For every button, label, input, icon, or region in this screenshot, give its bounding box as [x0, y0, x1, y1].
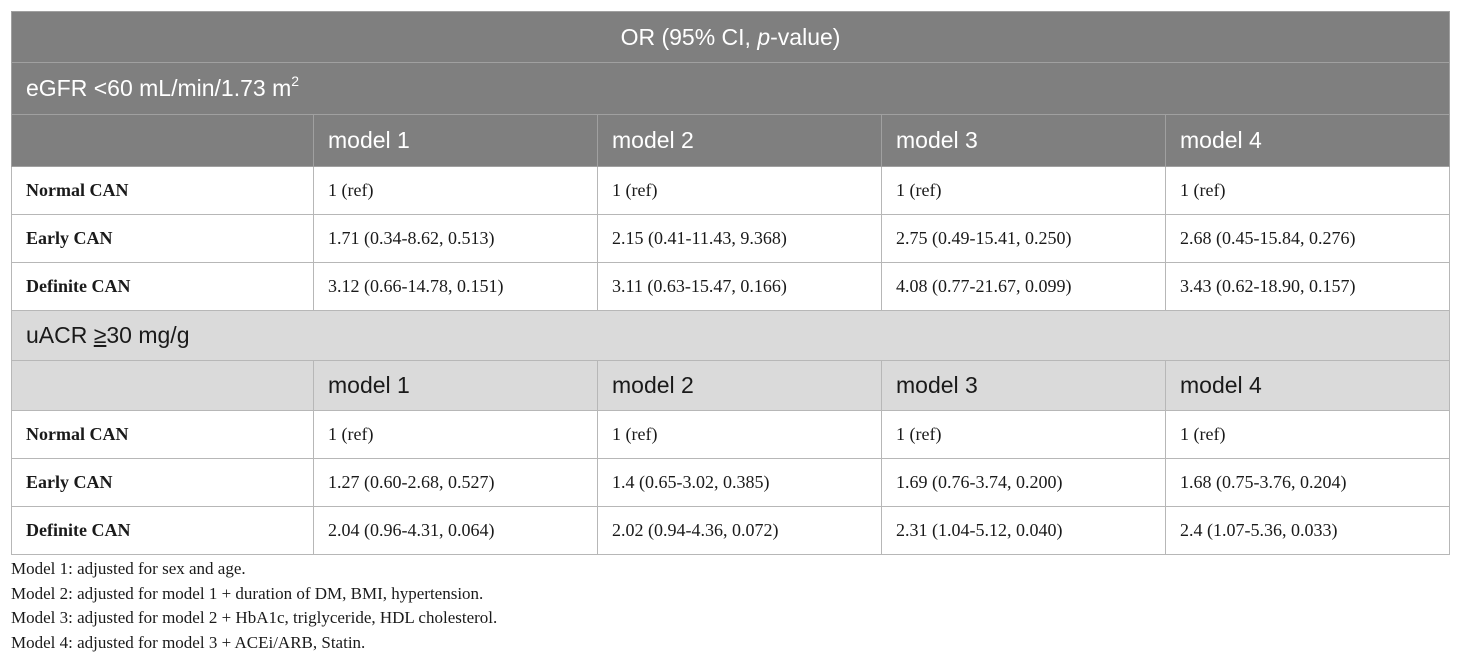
- table-cell: 1 (ref): [597, 410, 882, 459]
- model-header-cell: model 2: [597, 360, 882, 411]
- table-cell: 2.68 (0.45-15.84, 0.276): [1164, 214, 1451, 263]
- table-cell: 1.69 (0.76-3.74, 0.200): [881, 458, 1166, 507]
- empty-header-cell: [11, 114, 314, 167]
- table-row: Normal CAN 1 (ref) 1 (ref) 1 (ref) 1 (re…: [11, 410, 1451, 459]
- table-cell: 2.15 (0.41-11.43, 9.368): [597, 214, 882, 263]
- table-cell: 1 (ref): [881, 410, 1166, 459]
- table-footnotes: Model 1: adjusted for sex and age. Model…: [11, 557, 497, 655]
- row-label: Definite CAN: [11, 262, 314, 311]
- footnote: Model 1: adjusted for sex and age.: [11, 559, 246, 578]
- row-label: Normal CAN: [11, 166, 314, 215]
- table-cell: 4.08 (0.77-21.67, 0.099): [881, 262, 1166, 311]
- table-cell: 1.27 (0.60-2.68, 0.527): [313, 458, 598, 507]
- footnote: Model 2: adjusted for model 1 + duration…: [11, 583, 484, 603]
- footnote: Model 3: adjusted for model 2 + HbA1c, t…: [11, 608, 498, 628]
- table-header-row: OR (95% CI, p-value): [10, 11, 1451, 63]
- table-cell: 2.4 (1.07-5.36, 0.033): [1164, 506, 1451, 555]
- model-header-row: model 1 model 2 model 3 model 4: [11, 360, 1451, 411]
- model-header-cell: model 2: [597, 114, 882, 167]
- table-row: Early CAN 1.27 (0.60-2.68, 0.527) 1.4 (0…: [11, 458, 1451, 507]
- table-cell: 3.43 (0.62-18.90, 0.157): [1164, 262, 1451, 311]
- table-cell: 2.75 (0.49-15.41, 0.250): [881, 214, 1166, 263]
- table-row: Definite CAN 3.12 (0.66-14.78, 0.151) 3.…: [11, 262, 1451, 311]
- model-header-cell: model 3: [881, 360, 1166, 411]
- table-cell: 3.12 (0.66-14.78, 0.151): [313, 262, 598, 311]
- table-cell: 2.31 (1.04-5.12, 0.040): [881, 506, 1166, 555]
- section-title-egfr: eGFR <60 mL/min/1.73 m2: [10, 62, 1451, 115]
- table-cell: 1 (ref): [313, 410, 598, 459]
- empty-header-cell: [11, 360, 314, 411]
- row-label: Early CAN: [11, 214, 314, 263]
- model-header-cell: model 1: [313, 360, 598, 411]
- table-cell: 1.4 (0.65-3.02, 0.385): [597, 458, 882, 507]
- row-label: Normal CAN: [11, 410, 314, 459]
- table-row: Normal CAN 1 (ref) 1 (ref) 1 (ref) 1 (re…: [11, 166, 1451, 215]
- model-header-cell: model 4: [1164, 360, 1451, 411]
- table-cell: 1 (ref): [1164, 410, 1451, 459]
- section-title-text: eGFR <60 mL/min/1.73 m: [26, 75, 292, 101]
- table-row: Early CAN 1.71 (0.34-8.62, 0.513) 2.15 (…: [11, 214, 1451, 263]
- odds-ratio-table: OR (95% CI, p-value) eGFR <60 mL/min/1.7…: [10, 11, 1451, 555]
- table-row: Definite CAN 2.04 (0.96-4.31, 0.064) 2.0…: [11, 506, 1451, 555]
- table-cell: 1.71 (0.34-8.62, 0.513): [313, 214, 598, 263]
- section-header-uacr: uACR ≥30 mg/g: [10, 310, 1451, 361]
- table-cell: 2.04 (0.96-4.31, 0.064): [313, 506, 598, 555]
- model-header-cell: model 1: [313, 114, 598, 167]
- section-title-uacr: uACR ≥30 mg/g: [10, 310, 1451, 361]
- table-cell: 1 (ref): [313, 166, 598, 215]
- table-cell: 1 (ref): [1164, 166, 1451, 215]
- row-label: Definite CAN: [11, 506, 314, 555]
- table-header-title: OR (95% CI, p-value): [10, 11, 1451, 63]
- or-table-container: OR (95% CI, p-value) eGFR <60 mL/min/1.7…: [10, 11, 1451, 555]
- footnote: Model 4: adjusted for model 3 + ACEi/ARB…: [11, 632, 366, 652]
- table-cell: 1.68 (0.75-3.76, 0.204): [1164, 458, 1451, 507]
- model-header-row: model 1 model 2 model 3 model 4: [11, 114, 1451, 167]
- header-text-suffix: -value): [770, 23, 841, 50]
- header-p-italic: p: [757, 23, 771, 50]
- section-title-text-post: 30 mg/g: [106, 322, 190, 348]
- table-cell: 3.11 (0.63-15.47, 0.166): [597, 262, 882, 311]
- section-title-text: uACR: [26, 322, 94, 348]
- section-header-egfr: eGFR <60 mL/min/1.73 m2: [10, 62, 1451, 115]
- header-text: OR (95% CI,: [620, 23, 758, 50]
- table-cell: 1 (ref): [597, 166, 882, 215]
- table-cell: 1 (ref): [881, 166, 1166, 215]
- section-title-geq-symbol: ≥: [93, 322, 107, 348]
- model-header-cell: model 3: [881, 114, 1166, 167]
- section-title-superscript: 2: [291, 73, 300, 89]
- row-label: Early CAN: [11, 458, 314, 507]
- model-header-cell: model 4: [1164, 114, 1451, 167]
- table-cell: 2.02 (0.94-4.36, 0.072): [597, 506, 882, 555]
